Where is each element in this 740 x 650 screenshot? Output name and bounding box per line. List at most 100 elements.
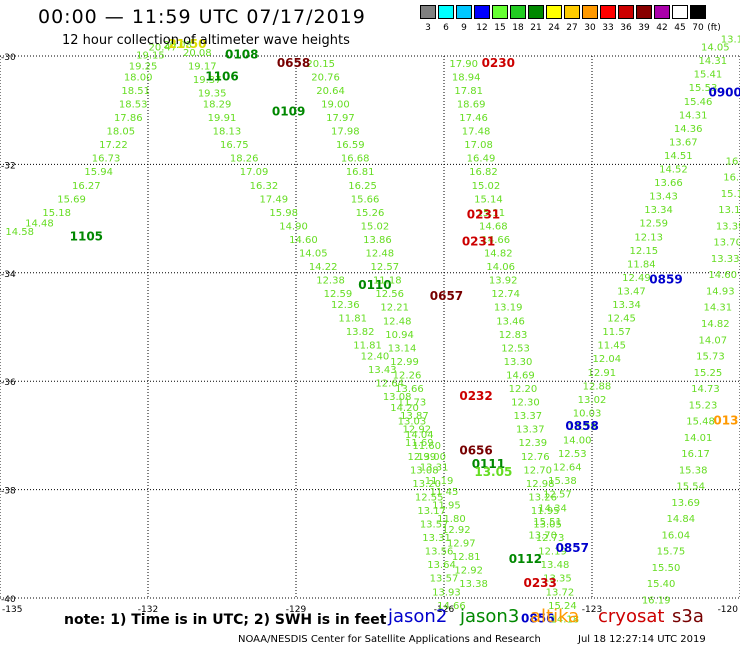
wave-height-reading: 13.38 bbox=[459, 579, 488, 590]
legend-swatch-27 bbox=[564, 5, 580, 19]
wave-height-reading: 15.24 bbox=[548, 601, 577, 612]
wave-height-reading: 14.60 bbox=[289, 235, 318, 246]
wave-height-reading: 14.31 bbox=[679, 110, 708, 121]
wave-height-reading: 13.30 bbox=[504, 357, 533, 368]
wave-height-reading: 11.95 bbox=[531, 506, 560, 517]
wave-height-reading: 14.82 bbox=[701, 319, 730, 330]
wave-height-reading: 12.48 bbox=[383, 316, 412, 327]
wave-height-reading: 14.66 bbox=[437, 601, 466, 612]
wave-height-reading: 20.08 bbox=[183, 48, 212, 59]
wave-height-reading: 13.19 bbox=[494, 303, 523, 314]
legend-label-39: 39 bbox=[638, 23, 650, 33]
legend-swatch-42 bbox=[654, 5, 670, 19]
wave-height-reading: 15.48 bbox=[686, 417, 715, 428]
wave-height-reading: 19.17 bbox=[188, 62, 217, 73]
wave-height-reading: 13.92 bbox=[489, 276, 518, 287]
wave-height-reading: 14.22 bbox=[309, 262, 338, 273]
wave-height-reading: 19.00 bbox=[321, 99, 350, 110]
wave-height-reading: 13.33 bbox=[711, 254, 740, 265]
wave-height-reading: 14.34 bbox=[538, 503, 567, 514]
legend-label-33: 33 bbox=[602, 23, 614, 33]
wave-height-reading: 16.49 bbox=[467, 154, 496, 165]
wave-height-reading: 14.93 bbox=[706, 286, 735, 297]
wave-height-reading: 13.05 bbox=[533, 520, 562, 531]
pass-time-label: 0856 bbox=[521, 611, 554, 625]
wave-height-reading: 12.19 bbox=[538, 547, 567, 558]
wave-height-reading: 15.38 bbox=[548, 476, 577, 487]
wave-height-reading: 15.14 bbox=[474, 194, 503, 205]
wave-height-reading: 14.18 bbox=[551, 614, 580, 625]
wave-height-reading: 12.91 bbox=[588, 368, 617, 379]
wave-height-reading: 12.26 bbox=[393, 370, 422, 381]
wave-height-reading: 12.98 bbox=[526, 479, 555, 490]
wave-height-reading: 19.37 bbox=[193, 75, 222, 86]
wave-height-reading: 13.57 bbox=[430, 574, 459, 585]
legend-swatch-6 bbox=[438, 5, 454, 19]
wave-height-reading: 13.31 bbox=[420, 463, 449, 474]
wave-height-reading: 15.50 bbox=[652, 563, 681, 574]
wave-height-reading: 17.97 bbox=[326, 113, 355, 124]
wave-height-reading: 15.69 bbox=[57, 194, 86, 205]
wave-height-reading: 14.01 bbox=[684, 433, 713, 444]
wave-height-reading: 15.25 bbox=[694, 368, 723, 379]
satellite-label-s3a: s3a bbox=[672, 606, 704, 627]
wave-height-reading: 14.06 bbox=[486, 262, 515, 273]
wave-height-reading: 14.66 bbox=[481, 235, 510, 246]
wave-height-reading: 12.20 bbox=[509, 384, 538, 395]
pass-time-label: 0658 bbox=[277, 56, 310, 70]
legend-label-70: 70 bbox=[692, 23, 704, 33]
wave-height-reading: 12.70 bbox=[523, 465, 552, 476]
wave-height-reading: 15.73 bbox=[696, 352, 725, 363]
pass-time-label: 13.05 bbox=[474, 465, 512, 479]
wave-height-reading: 15.38 bbox=[679, 465, 708, 476]
wave-height-reading: 12.53 bbox=[558, 449, 587, 460]
page-subtitle: 12 hour collection of altimeter wave hei… bbox=[62, 33, 350, 48]
wave-height-reading: 14.05 bbox=[299, 249, 328, 260]
wave-height-reading: 13.46 bbox=[496, 316, 525, 327]
wave-height-reading: 13.02 bbox=[578, 395, 607, 406]
satellite-label-cryosat: cryosat bbox=[598, 606, 665, 627]
wave-height-reading: 13.56 bbox=[425, 547, 454, 558]
legend-swatch-45 bbox=[672, 5, 688, 19]
wave-height-reading: 18.94 bbox=[452, 72, 481, 83]
wave-height-reading: 20.64 bbox=[316, 86, 345, 97]
wave-height-reading: 13.37 bbox=[514, 411, 543, 422]
pass-time-label: 0230 bbox=[482, 56, 515, 70]
pass-time-label: 0108 bbox=[225, 48, 258, 62]
wave-height-reading: 12.48 bbox=[366, 249, 395, 260]
wave-height-reading: 13.08 bbox=[383, 392, 412, 403]
pass-time-label: 0656 bbox=[459, 443, 492, 457]
wave-height-reading: 16.32 bbox=[250, 181, 279, 192]
wave-height-reading: 15.53 bbox=[689, 83, 718, 94]
lat-tick-label: -38 bbox=[1, 487, 16, 497]
wave-height-reading: 16.04 bbox=[662, 530, 691, 541]
wave-height-reading: 12.21 bbox=[380, 303, 409, 314]
wave-height-reading: 12.49 bbox=[622, 273, 651, 284]
wave-height-reading: 13.20 bbox=[412, 479, 441, 490]
legend-swatch-18 bbox=[510, 5, 526, 19]
footer-credit: NOAA/NESDIS Center for Satellite Applica… bbox=[238, 634, 541, 645]
wave-height-reading: 13.03 bbox=[398, 417, 427, 428]
wave-height-reading: 13.39 bbox=[716, 221, 740, 232]
wave-height-reading: 18.29 bbox=[203, 99, 232, 110]
wave-height-reading: 18.05 bbox=[107, 127, 136, 138]
wave-height-reading: 12.88 bbox=[583, 381, 612, 392]
wave-height-reading: 13.43 bbox=[649, 192, 678, 203]
lat-tick-label: -36 bbox=[1, 378, 16, 388]
pass-time-label: 0857 bbox=[556, 541, 589, 555]
wave-height-reading: 15.41 bbox=[694, 70, 723, 81]
wave-height-reading: 20.76 bbox=[311, 72, 340, 83]
wave-height-reading: 12.56 bbox=[375, 289, 404, 300]
pass-time-label: 0657 bbox=[430, 289, 463, 303]
wave-height-reading: 15.16 bbox=[721, 189, 740, 200]
lon-tick-label: -126 bbox=[434, 605, 455, 615]
footer-note: note: 1) Time is in UTC; 2) SWH is in fe… bbox=[64, 612, 387, 628]
pass-time-label: 0109 bbox=[272, 105, 305, 119]
legend-swatch-3 bbox=[420, 5, 436, 19]
wave-height-reading: 13.37 bbox=[516, 425, 545, 436]
wave-height-reading: 15.66 bbox=[351, 194, 380, 205]
satellite-label-jason2: jason2 bbox=[388, 606, 448, 627]
legend-swatch-21 bbox=[528, 5, 544, 19]
legend-swatch-9 bbox=[456, 5, 472, 19]
wave-height-reading: 17.09 bbox=[240, 167, 269, 178]
